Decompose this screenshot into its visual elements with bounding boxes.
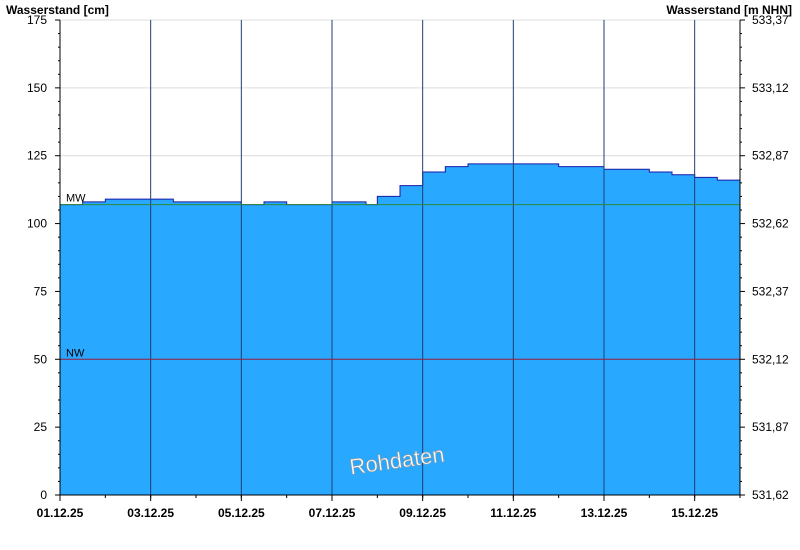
- right-tick-label: 532,87: [752, 149, 789, 163]
- left-tick-label: 100: [27, 217, 47, 231]
- x-tick-label: 03.12.25: [127, 506, 174, 520]
- right-tick-label: 533,37: [752, 13, 789, 27]
- left-tick-label: 175: [27, 13, 47, 27]
- left-tick-label: 125: [27, 149, 47, 163]
- reference-label-nw: NW: [66, 347, 85, 359]
- right-tick-label: 532,62: [752, 217, 789, 231]
- right-tick-label: 532,37: [752, 284, 789, 298]
- vertical-grid: [150, 20, 696, 495]
- axes: [59, 20, 741, 496]
- right-tick-label: 531,62: [752, 488, 789, 502]
- x-tick-label: 13.12.25: [581, 506, 628, 520]
- x-tick-label: 09.12.25: [399, 506, 446, 520]
- left-tick-label: 75: [34, 284, 48, 298]
- right-tick-label: 531,87: [752, 420, 789, 434]
- x-tick-label: 15.12.25: [671, 506, 718, 520]
- left-axis-title: Wasserstand [cm]: [6, 3, 109, 17]
- right-tick-label: 532,12: [752, 352, 789, 366]
- left-tick-label: 50: [34, 352, 48, 366]
- water-level-area: [60, 163, 740, 495]
- reference-lines: MW NW: [60, 193, 740, 360]
- x-tick-label: 05.12.25: [218, 506, 265, 520]
- area-layer: [60, 163, 741, 495]
- x-tick-label: 01.12.25: [37, 506, 84, 520]
- x-tick-label: 11.12.25: [490, 506, 536, 520]
- x-axis-ticks: 01.12.25 03.12.25 05.12.25 07.12.25 09.12.25…: [37, 495, 741, 520]
- x-tick-label: 07.12.25: [309, 506, 356, 520]
- left-tick-label: 25: [34, 420, 48, 434]
- right-tick-label: 533,12: [752, 81, 789, 95]
- left-tick-label: 150: [27, 81, 47, 95]
- reference-label-mw: MW: [66, 193, 86, 205]
- right-axis-title: Wasserstand [m NHN]: [666, 3, 792, 17]
- left-y-ticks: 0 25 50 75 100 125 150 175: [27, 13, 60, 502]
- water-level-line: [60, 163, 741, 206]
- left-tick-label: 0: [40, 488, 47, 502]
- right-y-ticks: 531,62 531,87 532,12 532,37 532,62 532,87 533,…: [740, 13, 789, 502]
